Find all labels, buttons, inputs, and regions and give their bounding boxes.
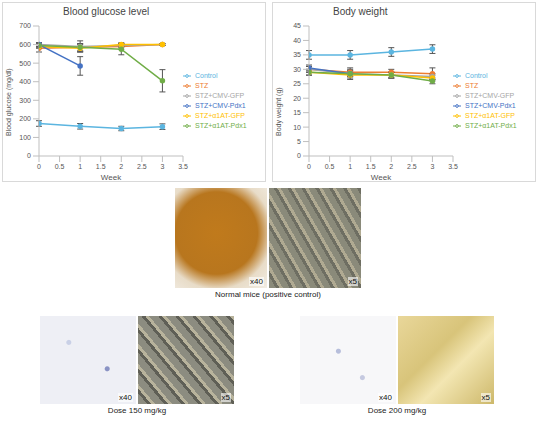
svg-text:2: 2: [389, 163, 393, 170]
svg-text:100: 100: [19, 134, 31, 141]
html-text:x40: x40: [119, 393, 132, 402]
svg-text:0.5: 0.5: [55, 163, 65, 170]
svg-text:1: 1: [348, 163, 352, 170]
svg-text:20: 20: [293, 95, 301, 102]
svg-text:Body weight (g): Body weight (g): [275, 87, 283, 136]
html-text:STZ+CMV-Pdx1: STZ+CMV-Pdx1: [195, 102, 246, 109]
svg-text:600: 600: [19, 41, 31, 48]
svg-text:30: 30: [293, 66, 301, 73]
html-text:Normal mice (positive control): Normal mice (positive control): [215, 290, 321, 299]
svg-text:300: 300: [19, 97, 31, 104]
svg-text:2.5: 2.5: [407, 163, 417, 170]
svg-text:10: 10: [293, 124, 301, 131]
html-text:Blood glucose level: Blood glucose level: [63, 6, 150, 17]
html-text:STZ+α1AT-Pdx1: STZ+α1AT-Pdx1: [195, 122, 247, 129]
html-text:STZ+CMV-Pdx1: STZ+CMV-Pdx1: [465, 102, 516, 109]
html-text:STZ: STZ: [195, 82, 209, 89]
svg-text:Week: Week: [101, 173, 122, 182]
svg-text:3: 3: [160, 163, 164, 170]
html-text:STZ+α1AT-GFP: STZ+α1AT-GFP: [195, 112, 245, 119]
svg-text:3.5: 3.5: [448, 163, 458, 170]
svg-text:45: 45: [293, 22, 301, 29]
html-text:STZ+CMV-GFP: STZ+CMV-GFP: [465, 92, 515, 99]
html-text:x5: x5: [221, 393, 230, 402]
svg-text:3.5: 3.5: [178, 163, 188, 170]
svg-text:700: 700: [19, 22, 31, 29]
html-text:STZ+α1AT-GFP: STZ+α1AT-GFP: [465, 112, 515, 119]
svg-text:400: 400: [19, 78, 31, 85]
svg-text:1.5: 1.5: [96, 163, 106, 170]
html-text:Body weight: Body weight: [333, 6, 388, 17]
html-text:Dose 200 mg/kg: Dose 200 mg/kg: [367, 406, 427, 415]
svg-text:0: 0: [307, 163, 311, 170]
html-text:Control: Control: [465, 72, 488, 79]
svg-text:1.5: 1.5: [366, 163, 376, 170]
svg-text:500: 500: [19, 60, 31, 67]
svg-text:3: 3: [430, 163, 434, 170]
html-text:x40: x40: [250, 277, 263, 286]
svg-text:35: 35: [293, 51, 301, 58]
svg-text:15: 15: [293, 109, 301, 116]
svg-text:5: 5: [297, 138, 301, 145]
html-text:x5: x5: [348, 277, 357, 286]
html-text:Control: Control: [195, 72, 218, 79]
svg-text:1: 1: [78, 163, 82, 170]
html-text:STZ+α1AT-Pdx1: STZ+α1AT-Pdx1: [465, 122, 517, 129]
svg-text:0: 0: [37, 163, 41, 170]
svg-text:2.5: 2.5: [137, 163, 147, 170]
svg-text:Week: Week: [371, 173, 392, 182]
svg-text:25: 25: [293, 80, 301, 87]
svg-text:200: 200: [19, 115, 31, 122]
html-text:x40: x40: [379, 393, 392, 402]
html-text:STZ+CMV-GFP: STZ+CMV-GFP: [195, 92, 245, 99]
html-text:x5: x5: [481, 393, 490, 402]
svg-text:Blood glucose (mg/dl): Blood glucose (mg/dl): [8, 68, 13, 136]
svg-text:2: 2: [119, 163, 123, 170]
svg-text:40: 40: [293, 37, 301, 44]
svg-text:0: 0: [297, 152, 301, 159]
html-text:Dose 150 mg/kg: Dose 150 mg/kg: [107, 406, 167, 415]
svg-text:0.5: 0.5: [325, 163, 335, 170]
html-text:STZ: STZ: [465, 82, 479, 89]
svg-text:0: 0: [27, 152, 31, 159]
